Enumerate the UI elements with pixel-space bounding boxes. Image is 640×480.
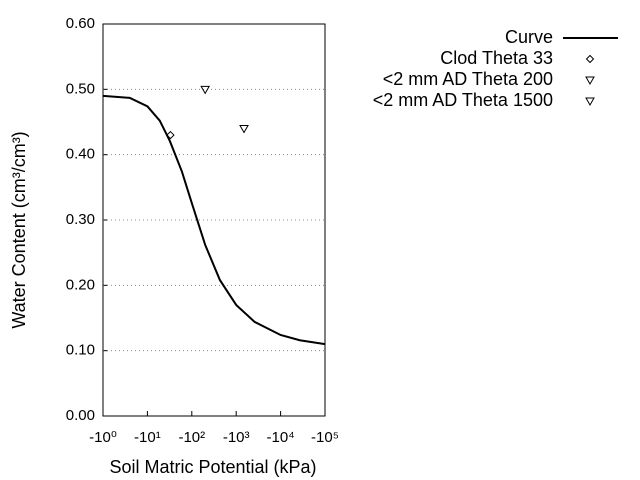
legend-marker [585,76,595,86]
legend-label: <2 mm AD Theta 1500 [373,90,553,110]
x-tick-label: -10² [178,429,205,446]
legend-label: Curve [505,27,553,47]
curve [102,94,326,346]
y-tick-label: 0.40 [66,146,95,163]
x-tick-label: -10⁰ [89,429,117,446]
legend-marker [585,54,595,64]
y-tick-label: 0.30 [66,211,95,228]
x-tick-label: -10⁴ [267,429,295,446]
x-tick-label: -10³ [223,429,250,446]
legend-label: Clod Theta 33 [440,48,553,68]
marker [200,85,211,95]
x-axis-label: Soil Matric Potential (kPa) [109,457,316,477]
y-tick-label: 0.00 [66,407,95,424]
y-tick-label: 0.20 [66,276,95,293]
marker [166,130,175,140]
x-tick-label: -10⁵ [311,429,339,446]
legend-label: <2 mm AD Theta 200 [383,69,553,89]
legend-marker [585,97,595,107]
y-tick-label: 0.50 [66,80,95,97]
marker [239,125,249,134]
y-axis-label: Water Content (cm³/cm³) [9,131,29,328]
plot-frame [102,23,326,417]
y-tick-label: 0.10 [66,342,95,359]
x-tick-label: -10¹ [134,429,161,446]
y-tick-label: 0.60 [66,15,95,32]
